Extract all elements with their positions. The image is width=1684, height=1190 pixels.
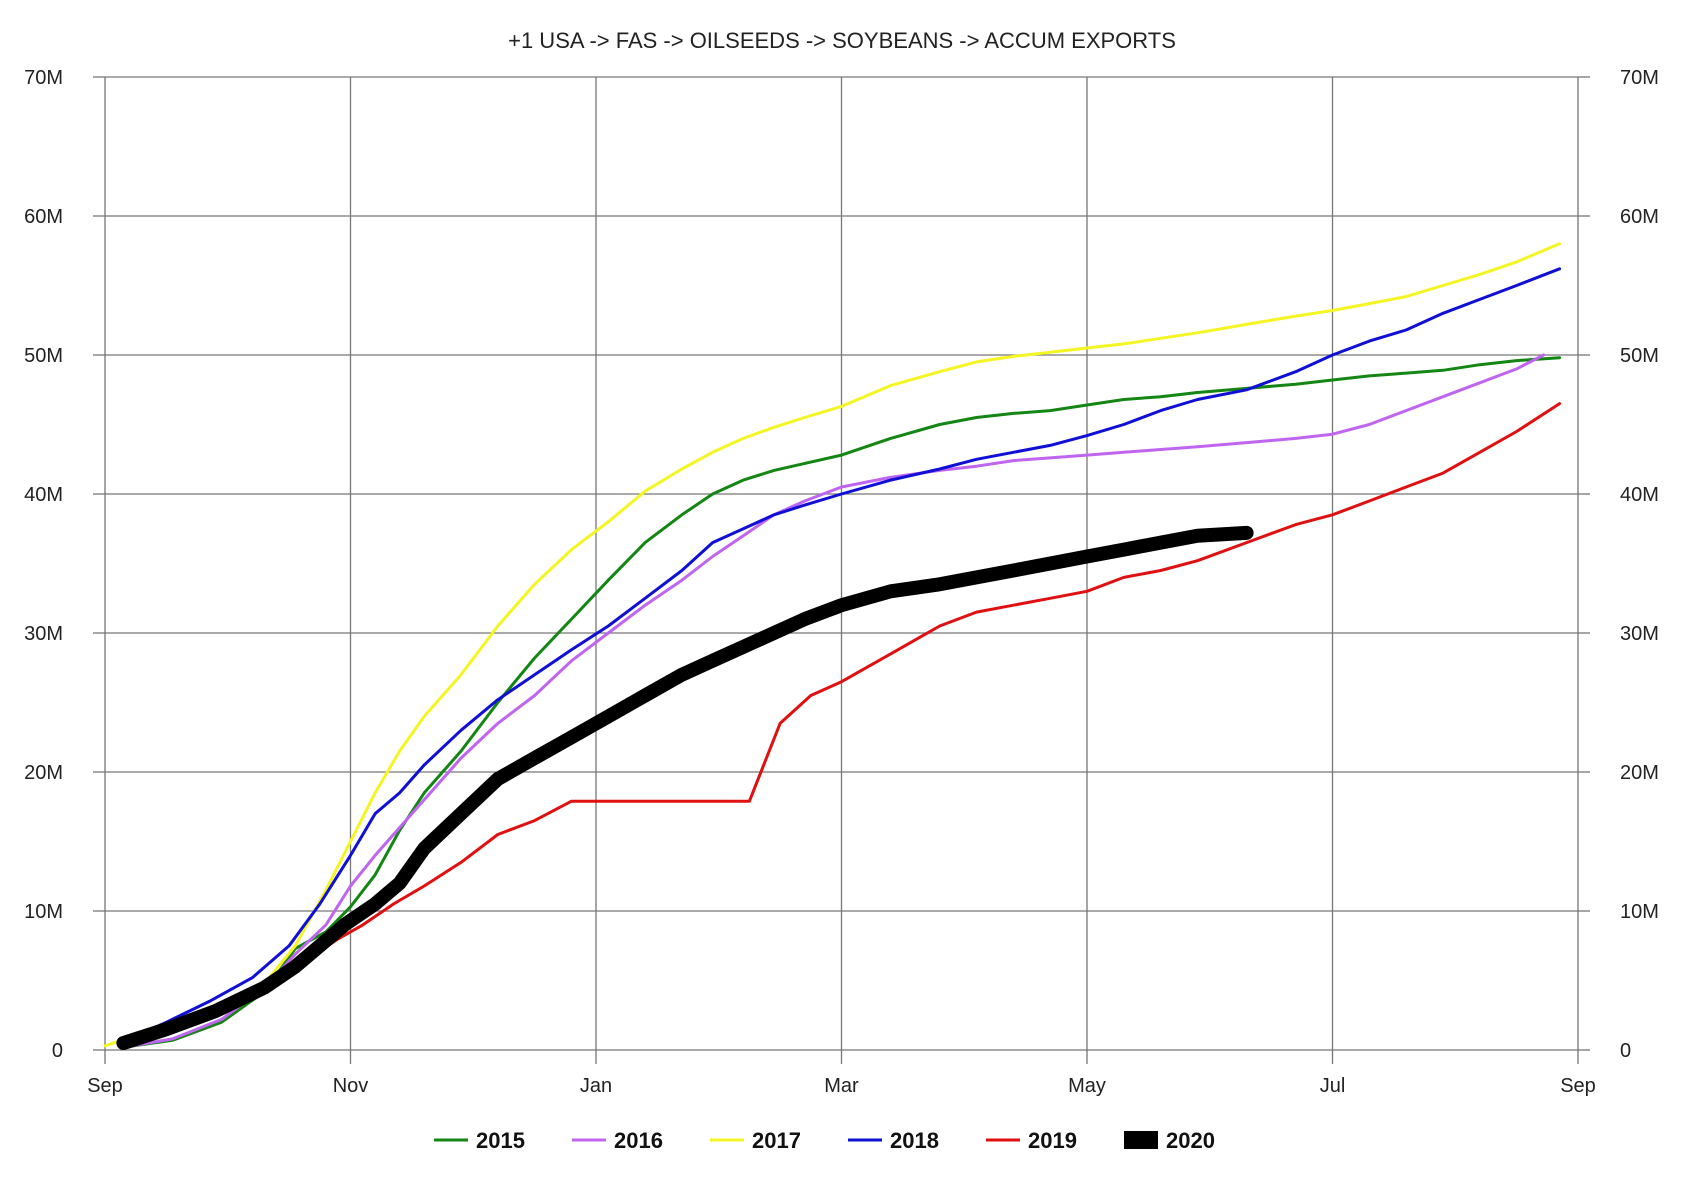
series-line-2018 xyxy=(121,267,1562,1044)
legend-item-2015: 2015 xyxy=(434,1128,525,1153)
y-tick-label-left: 20M xyxy=(24,762,63,784)
gridlines xyxy=(93,76,1590,1064)
legend-label: 2017 xyxy=(752,1128,801,1153)
x-tick-label: Sep xyxy=(1560,1075,1596,1097)
legend-label: 2015 xyxy=(476,1128,525,1153)
y-tick-label-left: 10M xyxy=(24,901,63,923)
x-tick-label: Jan xyxy=(580,1075,612,1097)
y-tick-label-left: 0 xyxy=(52,1040,63,1062)
legend-item-2020: 2020 xyxy=(1124,1128,1215,1153)
x-tick-label: Sep xyxy=(87,1075,123,1097)
y-tick-label-right: 60M xyxy=(1620,206,1659,228)
x-tick-label: Jul xyxy=(1320,1075,1346,1097)
legend-label: 2018 xyxy=(890,1128,939,1153)
series-line-2015 xyxy=(121,356,1562,1049)
y-tick-label-right: 10M xyxy=(1620,901,1659,923)
legend: 2015 2016 2017 2018 2019 2020 xyxy=(434,1128,1215,1153)
legend-item-2019: 2019 xyxy=(986,1128,1077,1153)
legend-swatch xyxy=(1124,1131,1158,1149)
x-tick-label: Nov xyxy=(333,1075,369,1097)
x-tick-label: May xyxy=(1068,1075,1106,1097)
y-tick-label-right: 20M xyxy=(1620,762,1659,784)
series-line-2020 xyxy=(116,525,1254,1050)
y-tick-label-right: 50M xyxy=(1620,345,1659,367)
legend-label: 2016 xyxy=(614,1128,663,1153)
y-tick-label-right: 70M xyxy=(1620,67,1659,89)
x-tick-label: Mar xyxy=(824,1075,859,1097)
y-tick-label-left: 30M xyxy=(24,623,63,645)
chart-title: +1 USA -> FAS -> OILSEEDS -> SOYBEANS ->… xyxy=(508,28,1176,53)
legend-label: 2020 xyxy=(1166,1128,1215,1153)
y-tick-label-left: 60M xyxy=(24,206,63,228)
y-tick-label-right: 40M xyxy=(1620,484,1659,506)
y-tick-label-left: 40M xyxy=(24,484,63,506)
legend-item-2017: 2017 xyxy=(710,1128,801,1153)
series-lines xyxy=(103,242,1562,1050)
series-line-2017 xyxy=(103,242,1562,1048)
series-line-2019 xyxy=(121,402,1562,1045)
axes: 0 0 10M 10M 20M 20M 30M 30M 40M 40M 50M 50M 60M 60M 70… xyxy=(24,67,1659,1097)
series-line-2016 xyxy=(121,353,1546,1049)
legend-item-2016: 2016 xyxy=(572,1128,663,1153)
legend-label: 2019 xyxy=(1028,1128,1077,1153)
y-tick-label-left: 50M xyxy=(24,345,63,367)
legend-item-2018: 2018 xyxy=(848,1128,939,1153)
y-tick-label-left: 70M xyxy=(24,67,63,89)
y-tick-label-right: 30M xyxy=(1620,623,1659,645)
y-tick-label-right: 0 xyxy=(1620,1040,1631,1062)
